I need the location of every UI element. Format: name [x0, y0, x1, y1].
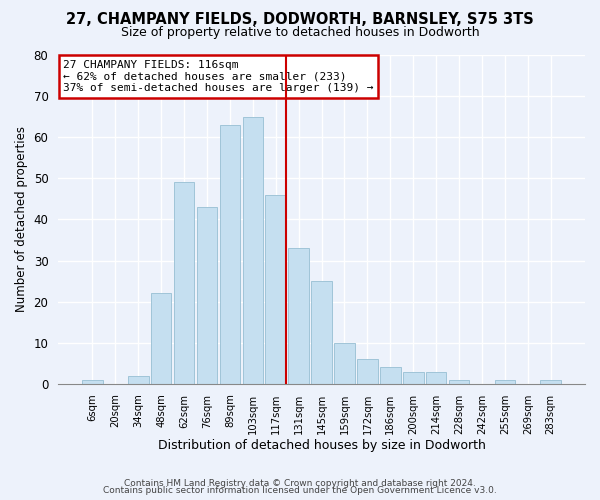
Bar	[242, 116, 263, 384]
Bar	[334, 342, 355, 384]
Bar	[174, 182, 194, 384]
X-axis label: Distribution of detached houses by size in Dodworth: Distribution of detached houses by size …	[158, 440, 485, 452]
Bar	[403, 372, 424, 384]
Text: Contains public sector information licensed under the Open Government Licence v3: Contains public sector information licen…	[103, 486, 497, 495]
Bar	[494, 380, 515, 384]
Bar	[265, 195, 286, 384]
Bar	[128, 376, 149, 384]
Bar	[541, 380, 561, 384]
Y-axis label: Number of detached properties: Number of detached properties	[15, 126, 28, 312]
Bar	[197, 207, 217, 384]
Bar	[220, 125, 240, 384]
Bar	[82, 380, 103, 384]
Text: Contains HM Land Registry data © Crown copyright and database right 2024.: Contains HM Land Registry data © Crown c…	[124, 478, 476, 488]
Text: Size of property relative to detached houses in Dodworth: Size of property relative to detached ho…	[121, 26, 479, 39]
Text: 27 CHAMPANY FIELDS: 116sqm
← 62% of detached houses are smaller (233)
37% of sem: 27 CHAMPANY FIELDS: 116sqm ← 62% of deta…	[64, 60, 374, 93]
Bar	[380, 368, 401, 384]
Bar	[311, 281, 332, 384]
Bar	[289, 248, 309, 384]
Bar	[449, 380, 469, 384]
Text: 27, CHAMPANY FIELDS, DODWORTH, BARNSLEY, S75 3TS: 27, CHAMPANY FIELDS, DODWORTH, BARNSLEY,…	[66, 12, 534, 28]
Bar	[357, 359, 378, 384]
Bar	[151, 294, 172, 384]
Bar	[426, 372, 446, 384]
